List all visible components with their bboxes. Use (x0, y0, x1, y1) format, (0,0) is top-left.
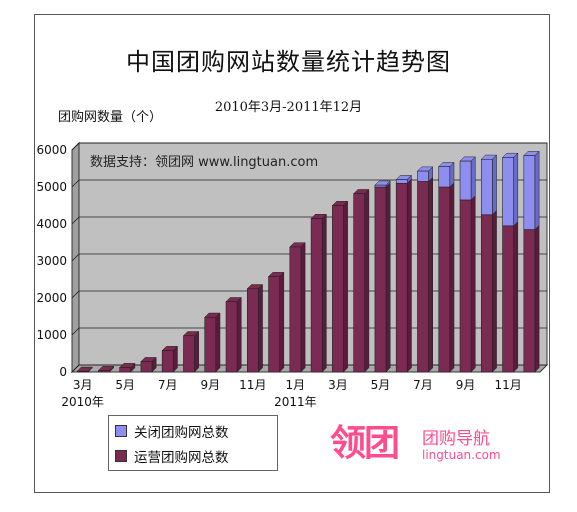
bar-operating-side (173, 345, 178, 373)
bar-operating-side (343, 200, 348, 373)
x-tick-label: 1月 (286, 378, 306, 392)
bar-operating (480, 214, 493, 373)
bar-operating-side (407, 178, 412, 373)
chart-annotation: 数据支持：领团网 www.lingtuan.com (90, 155, 318, 170)
bar-operating (395, 183, 408, 373)
bar-operating (98, 370, 110, 373)
bar-operating-side (279, 271, 285, 373)
y-tick-label: 5000 (36, 180, 67, 194)
bar-operating-side (236, 296, 242, 373)
legend-swatch-closed (115, 425, 127, 437)
bar-operating-side (492, 209, 497, 373)
x-tick-label: 11月 (494, 378, 521, 392)
bar-operating-side (428, 176, 433, 373)
x-tick-label: 9月 (200, 378, 220, 392)
bar-closed-side (513, 152, 519, 227)
bar-closed (502, 157, 514, 227)
bar-closed (459, 160, 472, 201)
y-tick-label: 3000 (36, 254, 67, 268)
legend: 关闭团购网总数 运营团购网总数 (108, 415, 278, 471)
chart-subtitle: 2010年3月-2011年12月 (214, 100, 363, 115)
bar-operating (268, 276, 280, 373)
bar-operating (225, 301, 238, 373)
bar-operating (76, 370, 89, 373)
y-tick-label: 1000 (36, 328, 67, 342)
legend-item-closed: 关闭团购网总数 (115, 421, 229, 441)
bar-closed (417, 170, 429, 182)
bar-operating-side (534, 224, 540, 373)
bar-operating-side (449, 182, 455, 373)
y-tick-label: 2000 (36, 291, 67, 305)
gridline (71, 216, 547, 225)
bar-operating (523, 229, 536, 373)
gridline (71, 364, 547, 373)
gridline (71, 290, 547, 299)
logo-url-text: lingtuan.com (422, 448, 501, 462)
bar-operating (183, 335, 195, 373)
bar-operating-side (364, 188, 370, 373)
legend-item-operating: 运营团购网总数 (115, 446, 229, 466)
bar-closed (438, 166, 451, 188)
bar-operating-side (321, 213, 327, 373)
bar-closed (374, 184, 387, 188)
logo-main-text: 领团 (330, 423, 400, 464)
bar-operating (289, 246, 302, 373)
legend-label-operating: 运营团购网总数 (134, 450, 229, 466)
year-label-2011: 2011年 (274, 395, 317, 409)
y-tick-label: 0 (59, 365, 67, 379)
x-tick-label: 7月 (413, 378, 433, 392)
bar-operating (332, 205, 344, 373)
bar-closed (523, 155, 536, 230)
x-tick-label: 7月 (158, 378, 178, 392)
x-tick-label: 3月 (73, 378, 93, 392)
x-tick-label: 3月 (328, 378, 348, 392)
x-tick-label: 5月 (371, 378, 391, 392)
gridline (71, 327, 547, 336)
gridline (71, 179, 547, 188)
lingtuan-logo: 领团 团购导航 lingtuan.com (330, 412, 530, 472)
legend-label-closed: 关闭团购网总数 (134, 425, 229, 441)
bar-operating (502, 225, 514, 373)
bar-operating (353, 193, 366, 373)
bar-closed-side (534, 150, 540, 231)
bar-operating-side (215, 312, 221, 373)
x-tick-label: 5月 (115, 378, 135, 392)
bar-operating-side (258, 283, 263, 373)
bar-operating-side (300, 242, 306, 373)
x-tick-label: 9月 (456, 378, 476, 392)
y-axis-label: 团购网数量（个） (58, 110, 163, 125)
chart-title: 中国团购网站数量统计趋势图 (126, 48, 451, 76)
year-label-2010: 2010年 (61, 395, 104, 409)
y-tick-label: 4000 (36, 217, 67, 231)
bar-operating (417, 181, 429, 373)
bar-operating (310, 218, 323, 373)
bar-operating-side (194, 330, 199, 373)
legend-swatch-operating (115, 450, 127, 462)
bar-operating-side (513, 221, 519, 373)
bar-operating-side (470, 195, 476, 373)
bar-closed-side (470, 156, 476, 201)
y-tick-label: 6000 (36, 143, 67, 157)
bar-operating-side (385, 182, 391, 373)
bar-operating (374, 186, 387, 373)
bar-operating (161, 350, 174, 373)
logo-sub-text: 团购导航 (422, 429, 490, 449)
bar-operating (438, 186, 451, 373)
bar-operating (204, 316, 217, 373)
bar-operating (459, 199, 472, 373)
gridline (71, 253, 547, 262)
bar-operating (119, 367, 132, 373)
bar-closed (395, 179, 408, 184)
bar-operating (140, 361, 153, 373)
x-tick-label: 11月 (239, 378, 266, 392)
bar-operating (246, 288, 259, 373)
bar-closed-side (492, 154, 497, 216)
bar-closed (480, 158, 493, 216)
bar-closed-side (449, 161, 455, 188)
gridline (71, 142, 547, 151)
